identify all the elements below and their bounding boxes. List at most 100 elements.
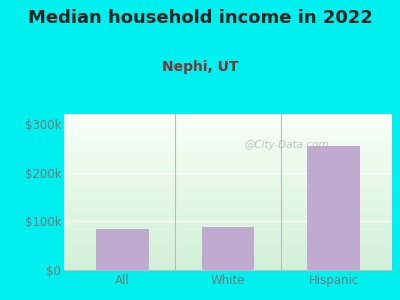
Bar <box>64 234 392 235</box>
Bar <box>64 159 392 160</box>
Bar <box>64 138 392 139</box>
Bar <box>64 157 392 158</box>
Bar <box>64 144 392 145</box>
Bar <box>64 221 392 222</box>
Bar <box>64 204 392 205</box>
Bar <box>64 226 392 227</box>
Bar <box>64 268 392 269</box>
Bar <box>64 187 392 188</box>
Bar <box>64 248 392 249</box>
Bar <box>64 158 392 159</box>
Bar <box>64 177 392 178</box>
Bar <box>64 156 392 157</box>
Bar <box>64 199 392 200</box>
Bar <box>64 214 392 215</box>
Bar <box>64 243 392 244</box>
Bar <box>64 168 392 169</box>
Bar <box>64 134 392 135</box>
Bar <box>64 208 392 209</box>
Bar <box>64 260 392 261</box>
Bar <box>64 202 392 203</box>
Bar <box>64 210 392 211</box>
Bar <box>64 114 392 115</box>
Bar <box>307 146 360 270</box>
Bar <box>64 165 392 166</box>
Bar <box>64 218 392 219</box>
Bar <box>64 178 392 179</box>
Bar <box>64 238 392 239</box>
Bar <box>64 232 392 233</box>
Bar <box>64 197 392 198</box>
Bar <box>64 154 392 155</box>
Bar <box>64 164 392 165</box>
Bar <box>64 116 392 117</box>
Bar <box>64 121 392 122</box>
Bar <box>64 236 392 237</box>
Bar <box>64 162 392 163</box>
Bar <box>64 267 392 268</box>
Bar <box>64 122 392 123</box>
Text: Nephi, UT: Nephi, UT <box>162 60 238 74</box>
Bar <box>64 139 392 140</box>
Text: @City-Data.com: @City-Data.com <box>245 140 329 150</box>
Bar <box>64 198 392 199</box>
Bar <box>64 131 392 132</box>
Bar <box>64 146 392 147</box>
Bar <box>64 193 392 194</box>
Bar <box>64 126 392 127</box>
Bar <box>64 223 392 224</box>
Bar <box>64 172 392 173</box>
Bar <box>64 151 392 152</box>
Bar <box>64 192 392 193</box>
Bar <box>64 150 392 151</box>
Bar <box>64 125 392 126</box>
Bar <box>64 119 392 120</box>
Bar <box>64 200 392 201</box>
Bar <box>64 201 392 202</box>
Bar <box>64 190 392 191</box>
Bar <box>64 215 392 216</box>
Bar <box>64 147 392 148</box>
Bar <box>64 185 392 186</box>
Bar <box>64 152 392 153</box>
Bar <box>64 228 392 229</box>
Bar <box>64 118 392 119</box>
Bar <box>64 259 392 260</box>
Bar <box>64 176 392 177</box>
Bar <box>64 183 392 184</box>
Text: Median household income in 2022: Median household income in 2022 <box>28 9 372 27</box>
Bar <box>64 224 392 225</box>
Bar <box>64 225 392 226</box>
Bar <box>64 180 392 181</box>
Bar <box>64 220 392 221</box>
Bar <box>64 191 392 192</box>
Bar <box>64 170 392 171</box>
Bar <box>64 216 392 217</box>
Bar <box>64 181 392 182</box>
Bar <box>64 186 392 187</box>
Bar <box>64 161 392 162</box>
Bar <box>64 130 392 131</box>
Bar <box>64 262 392 263</box>
Bar <box>64 143 392 144</box>
Bar <box>64 222 392 223</box>
Bar <box>64 235 392 236</box>
Bar <box>202 227 254 270</box>
Bar <box>64 233 392 234</box>
Bar <box>64 254 392 255</box>
Bar <box>64 231 392 232</box>
Bar <box>64 135 392 136</box>
Bar <box>64 206 392 207</box>
Bar <box>64 155 392 156</box>
Bar <box>64 241 392 242</box>
Bar <box>64 237 392 238</box>
Bar <box>64 219 392 220</box>
Bar <box>64 227 392 228</box>
Bar <box>64 249 392 250</box>
Bar <box>64 269 392 270</box>
Bar <box>64 140 392 141</box>
Bar <box>64 128 392 129</box>
Bar <box>64 240 392 241</box>
Bar <box>64 246 392 247</box>
Bar <box>64 149 392 150</box>
